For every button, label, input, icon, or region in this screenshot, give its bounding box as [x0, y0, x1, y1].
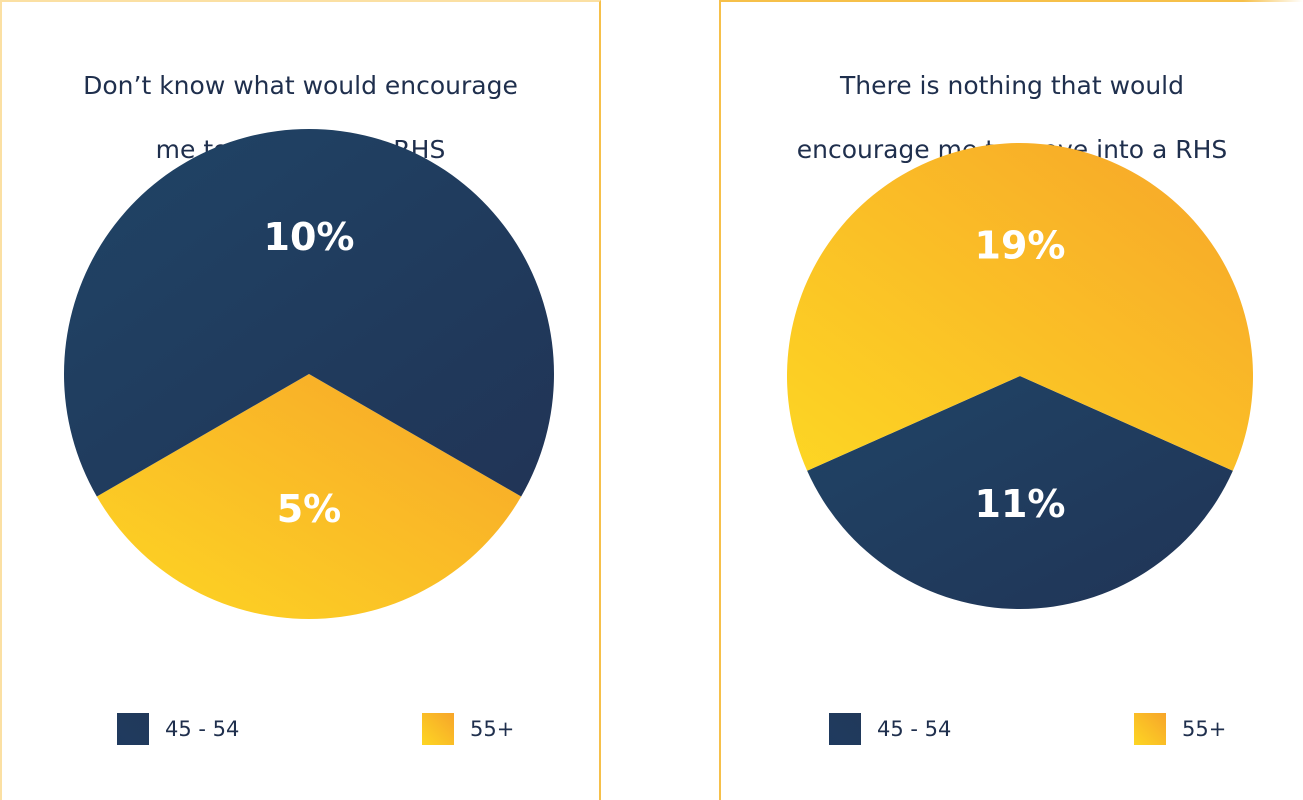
chart-panel-left: Don’t know what would encourage me to mo…	[0, 0, 601, 800]
pie-slice-55-plus	[787, 143, 1253, 471]
legend-swatch-navy	[117, 713, 149, 745]
legend-label: 55+	[1182, 717, 1227, 741]
pie-data-label: 19%	[975, 224, 1066, 268]
pie-slice-45-54	[63, 128, 554, 497]
pie-data-label: 11%	[975, 482, 1066, 526]
pie-chart: 11% 19%	[787, 143, 1253, 609]
pie-slice-55-plus	[96, 374, 522, 619]
pie-data-label: 5%	[277, 487, 342, 531]
pie-chart: 5% 10%	[63, 128, 554, 619]
chart-title-line-1: Don’t know what would encourage	[83, 71, 518, 100]
legend-item-45-54: 45 - 54	[117, 713, 239, 745]
legend-label: 45 - 54	[165, 717, 240, 741]
legend-item-55-plus: 55+	[1134, 713, 1226, 745]
legend-swatch-orange	[1134, 713, 1166, 745]
legend-item-45-54: 45 - 54	[829, 713, 951, 745]
chart-panel-right: There is nothing that would encourage me…	[719, 0, 1303, 800]
pie-slice-45-54	[807, 376, 1233, 609]
chart-title-line-1: There is nothing that would	[840, 71, 1184, 100]
legend-item-55-plus: 55+	[422, 713, 514, 745]
legend-label: 45 - 54	[877, 717, 952, 741]
legend-label: 55+	[470, 717, 515, 741]
legend-swatch-navy	[829, 713, 861, 745]
legend-swatch-orange	[422, 713, 454, 745]
pie-data-label: 10%	[264, 215, 355, 259]
